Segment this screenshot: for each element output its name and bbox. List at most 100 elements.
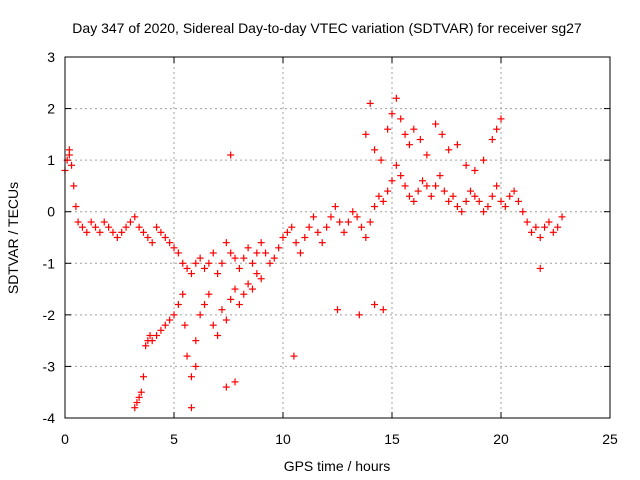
data-point [205, 259, 213, 267]
data-point [366, 218, 374, 226]
data-point [244, 280, 252, 288]
data-point [423, 182, 431, 190]
data-point [196, 311, 204, 319]
data-point [262, 249, 270, 257]
data-point [384, 187, 392, 195]
x-tick-label: 10 [275, 431, 291, 447]
data-point [270, 254, 278, 262]
data-point [314, 228, 322, 236]
y-tick-label: -2 [43, 307, 56, 323]
data-point [449, 192, 457, 200]
data-point [488, 136, 496, 144]
data-point [410, 197, 418, 205]
data-point [161, 234, 169, 241]
points [61, 94, 566, 412]
data-point [139, 228, 147, 236]
data-point [92, 223, 100, 231]
data-point [157, 326, 165, 334]
data-point [427, 192, 435, 200]
data-point [545, 218, 553, 226]
data-point [331, 203, 339, 211]
data-point [231, 378, 239, 386]
data-point [68, 161, 76, 169]
data-point [187, 404, 195, 412]
data-point [218, 306, 226, 314]
data-point [349, 208, 357, 216]
data-point [240, 254, 248, 262]
data-point [122, 223, 130, 231]
data-point [105, 223, 113, 231]
data-point [462, 161, 470, 169]
data-point [227, 295, 235, 303]
data-point [78, 223, 86, 231]
data-point [397, 115, 405, 123]
data-point [290, 352, 298, 360]
data-point [222, 316, 230, 324]
data-point [196, 254, 204, 262]
data-point [296, 249, 304, 257]
data-point [506, 192, 514, 200]
data-point [218, 259, 226, 267]
data-point [497, 115, 505, 123]
data-point [453, 203, 461, 211]
data-point [379, 197, 387, 205]
data-point [388, 177, 396, 185]
data-point [410, 125, 418, 133]
data-point [157, 228, 165, 236]
data-point [266, 259, 274, 267]
data-point [392, 94, 400, 102]
data-point [148, 337, 156, 345]
data-point [445, 197, 453, 205]
data-point [248, 285, 256, 293]
data-point [231, 254, 239, 262]
data-point [137, 388, 145, 396]
data-point [462, 197, 470, 205]
data-point [510, 187, 518, 195]
data-point [377, 156, 385, 164]
data-point [357, 223, 365, 231]
chart-title: Day 347 of 2020, Sidereal Day-to-day VTE… [72, 20, 582, 36]
data-point [227, 151, 235, 159]
data-point [192, 259, 200, 267]
data-point [83, 228, 91, 236]
data-point [475, 197, 483, 205]
data-point [405, 192, 413, 200]
data-point [440, 187, 448, 195]
y-tick-label: 2 [47, 101, 55, 117]
data-point [371, 203, 379, 211]
data-point [493, 125, 501, 133]
x-tick-label: 20 [493, 431, 509, 447]
data-point [235, 301, 243, 309]
data-point [231, 285, 239, 293]
data-point [323, 223, 331, 231]
data-point [432, 182, 440, 190]
data-point [166, 239, 174, 247]
data-point [181, 321, 189, 329]
data-point [253, 249, 261, 257]
data-point [528, 228, 536, 236]
data-point [414, 187, 422, 195]
data-point [532, 223, 540, 231]
data-point [235, 264, 243, 272]
data-point [131, 213, 139, 221]
data-point [401, 130, 409, 138]
data-point [340, 228, 348, 236]
data-point [401, 182, 409, 190]
y-tick-label: -3 [43, 358, 56, 374]
data-point [536, 234, 544, 241]
data-point [174, 301, 182, 309]
data-point [179, 259, 187, 267]
data-point [142, 342, 150, 350]
data-point [222, 383, 230, 391]
data-point [187, 270, 195, 278]
data-point [139, 373, 147, 381]
data-point [96, 228, 104, 236]
data-point [484, 203, 492, 211]
data-point [240, 290, 248, 298]
data-point [275, 244, 283, 252]
data-point [70, 182, 78, 190]
data-point [523, 218, 531, 226]
data-point [375, 192, 383, 200]
x-tick-label: 0 [61, 431, 69, 447]
